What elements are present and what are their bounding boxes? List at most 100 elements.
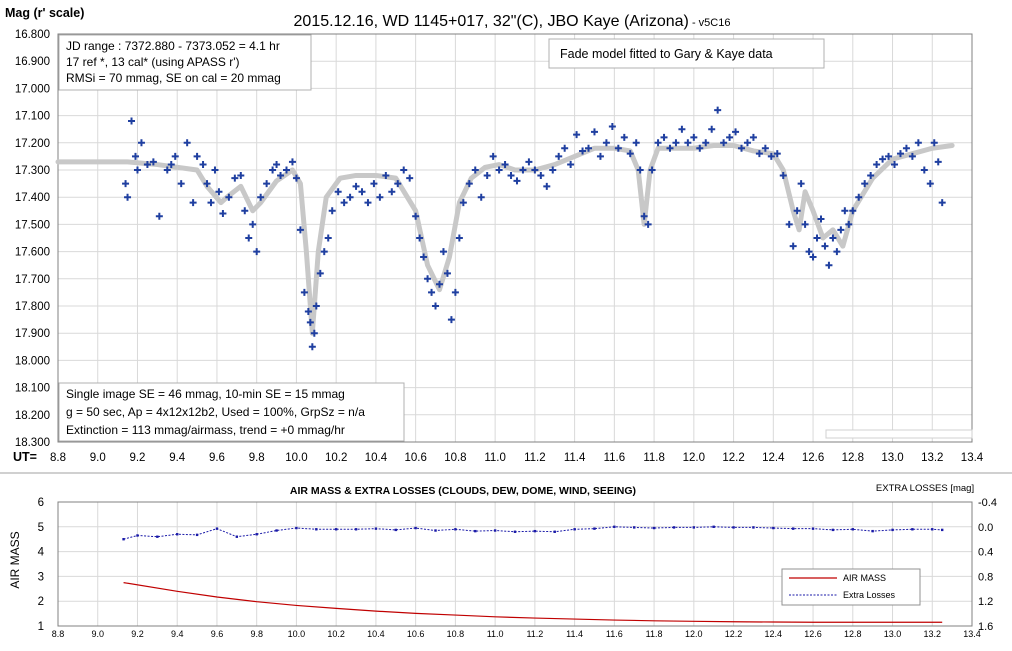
annotation-box: Fade model fitted to Gary & Kaye data <box>548 38 825 69</box>
bottom-y-tick-labels: 1 2 3 4 5 6 <box>38 497 45 633</box>
top-x-tick-label: 13.0 <box>881 452 903 464</box>
observation-point <box>308 343 316 351</box>
observation-point <box>841 207 849 215</box>
extra-losses-point <box>493 529 497 532</box>
observation-point <box>930 139 938 147</box>
observation-point <box>926 180 934 188</box>
extra-losses-point <box>692 526 696 529</box>
extra-losses-point <box>136 534 139 537</box>
observation-point <box>471 166 479 174</box>
observation-point <box>459 199 467 207</box>
extra-losses-point <box>513 530 517 533</box>
bottom-y2-tick-label: 0.8 <box>978 571 993 583</box>
bottom-y2-tick-label: 0.4 <box>978 547 993 559</box>
observation-point <box>231 174 239 182</box>
observation-point <box>861 180 869 188</box>
observation-point <box>738 144 746 152</box>
top-x-tick-label: 10.2 <box>325 452 347 464</box>
observation-point <box>640 212 648 220</box>
bottom-y-tick-label: 1 <box>38 621 44 633</box>
bottom-x-tick-label: 13.4 <box>963 629 981 639</box>
observation-point <box>215 188 223 196</box>
top-x-tick-label: 9.0 <box>90 452 106 464</box>
bottom-x-tick-label: 10.6 <box>407 629 425 639</box>
observation-point <box>358 188 366 196</box>
observation-point <box>855 193 863 201</box>
observation-point <box>896 150 904 158</box>
extra-losses-point <box>295 526 298 530</box>
info-top-line-2: 17 ref *, 13 cal* (using APASS r') <box>66 55 239 69</box>
observation-point <box>672 139 680 147</box>
top-y-tick-label: 18.000 <box>15 355 50 367</box>
bottom-x-tick-label: 11.2 <box>526 629 543 639</box>
observation-point <box>908 152 916 160</box>
observation-point <box>428 288 436 296</box>
top-x-tick-label: 11.2 <box>524 452 546 464</box>
observation-point <box>743 139 751 147</box>
observation-point <box>424 275 432 283</box>
top-y-tick-label: 17.700 <box>15 274 50 286</box>
bottom-y2-tick-label: 0.0 <box>978 522 993 534</box>
top-x-tick-label: 11.8 <box>643 452 665 464</box>
top-chart-title: 2015.12.16, WD 1145+017, 32"(C), JBO Kay… <box>294 13 731 30</box>
top-x-tick-label: 13.2 <box>921 452 943 464</box>
observation-point <box>879 155 887 163</box>
observation-point <box>432 302 440 310</box>
observation-point <box>821 242 829 250</box>
extra-losses-markers <box>122 525 944 541</box>
observation-point <box>632 139 640 147</box>
observation-point <box>149 158 157 166</box>
bottom-y2-tick-label: -0.4 <box>978 497 997 509</box>
top-x-tick-label: 12.8 <box>842 452 864 464</box>
top-x-tick-label: 9.8 <box>249 452 265 464</box>
legend-airmass-label: AIR MASS <box>843 573 886 583</box>
observation-point <box>654 139 662 147</box>
bottom-x-tick-label: 9.6 <box>211 629 224 639</box>
bottom-x-tick-label: 13.2 <box>923 629 941 639</box>
bottom-y-tick-label: 5 <box>38 522 44 534</box>
extra-losses-point <box>633 526 636 529</box>
top-x-tick-label: 10.4 <box>365 452 388 464</box>
observation-point <box>789 242 797 250</box>
top-x-tick-label: 12.2 <box>722 452 744 464</box>
observation-point <box>620 133 628 141</box>
bottom-y-tick-label: 6 <box>38 497 44 509</box>
bottom-x-tick-label: 12.0 <box>685 629 703 639</box>
top-xlabel: UT= <box>13 450 37 464</box>
bottom-x-tick-label: 11.4 <box>566 629 583 639</box>
extra-losses-point <box>752 526 755 529</box>
observation-point <box>320 248 328 256</box>
bottom-x-tick-label: 12.2 <box>725 629 743 639</box>
bottom-x-tick-label: 11.6 <box>606 629 623 639</box>
extra-losses-point <box>940 528 944 532</box>
observation-point <box>513 177 521 185</box>
observation-point <box>590 128 598 136</box>
bottom-y2-tick-label: 1.2 <box>978 596 993 608</box>
observation-point <box>400 166 408 174</box>
legend: AIR MASS Extra Losses <box>781 568 921 606</box>
observation-point <box>714 106 722 114</box>
bottom-plot-frame <box>57 501 973 627</box>
bottom-y-tick-label: 4 <box>38 547 45 559</box>
info-bottom-line-2: g = 50 sec, Ap = 4x12x12b2, Used = 100%,… <box>66 405 365 419</box>
bottom-y2label: EXTRA LOSSES [mag] <box>876 483 974 494</box>
observation-point <box>455 234 463 242</box>
bottom-x-tick-label: 9.4 <box>171 629 184 639</box>
top-x-tick-label: 11.6 <box>604 452 626 464</box>
bottom-y-tick-label: 2 <box>38 596 44 608</box>
top-x-tick-label: 8.8 <box>50 452 66 464</box>
extra-losses-point <box>831 528 835 532</box>
observation-point <box>420 253 428 261</box>
observation-point <box>567 161 575 169</box>
top-y-tick-label: 17.300 <box>15 165 50 177</box>
observation-point <box>199 161 207 169</box>
top-y-tick-label: 17.400 <box>15 192 50 204</box>
extra-losses-point <box>235 535 239 538</box>
observation-point <box>211 166 219 174</box>
observation-point <box>237 171 245 179</box>
observation-point <box>767 152 775 160</box>
extra-losses-point <box>354 528 358 531</box>
observation-point <box>531 166 539 174</box>
observation-point <box>549 166 557 174</box>
